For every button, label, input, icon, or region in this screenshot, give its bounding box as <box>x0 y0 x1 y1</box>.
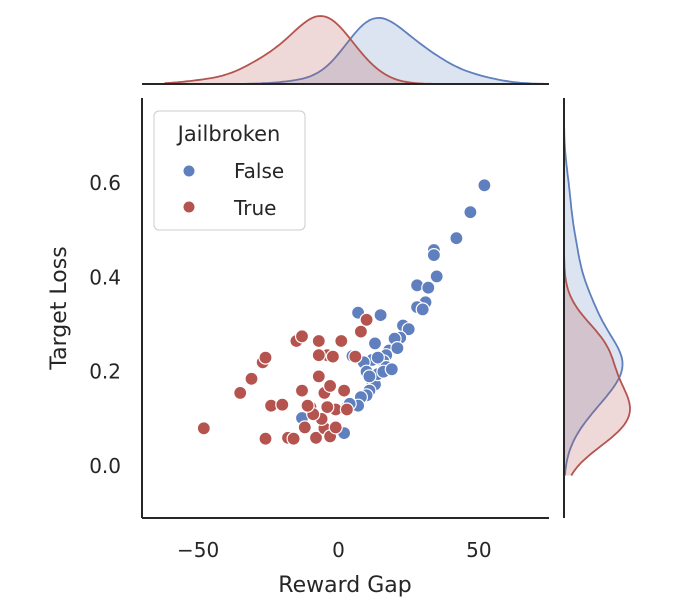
y-tick-label: 0.6 <box>89 171 121 195</box>
data-point-false <box>449 231 464 246</box>
data-point-true <box>337 383 352 398</box>
data-point-false <box>477 178 492 193</box>
data-point-true <box>353 324 368 339</box>
right-kde-fill-false <box>564 98 623 476</box>
x-tick-label: 50 <box>466 538 491 562</box>
data-point-true <box>258 431 273 446</box>
top-kde-fill-true <box>164 16 549 84</box>
top-marginal-kde <box>164 15 549 85</box>
data-point-true <box>311 369 326 384</box>
data-point-true <box>294 383 310 398</box>
data-point-true <box>300 398 315 413</box>
right-kde-fill-true <box>564 98 630 476</box>
data-point-false <box>373 308 388 323</box>
data-point-false <box>421 280 436 295</box>
data-point-true <box>244 371 259 386</box>
data-point-false <box>401 322 416 337</box>
data-point-true <box>323 378 338 393</box>
right-marginal-kde <box>563 98 631 476</box>
y-axis-title: Target Loss <box>47 246 72 370</box>
legend-title: Jailbroken <box>176 122 281 146</box>
legend-box <box>153 110 306 231</box>
legend-marker-false <box>182 164 196 178</box>
top-kde-fill-false <box>164 17 549 84</box>
data-point-false <box>429 269 444 284</box>
x-tick-labels: −50 0 50 <box>177 538 492 562</box>
scatter-points <box>196 178 492 446</box>
data-point-true <box>297 420 312 435</box>
y-tick-label: 0.2 <box>89 360 121 384</box>
data-point-true <box>334 333 349 349</box>
data-point-false <box>370 350 385 365</box>
x-axis-title: Reward Gap <box>278 573 411 598</box>
right-kde-line-false <box>563 98 624 476</box>
data-point-true <box>286 431 301 446</box>
data-point-false <box>463 205 478 220</box>
y-tick-label: 0.4 <box>89 265 121 289</box>
data-point-true <box>339 402 354 417</box>
y-tick-label: 0.0 <box>89 454 121 478</box>
data-point-true <box>359 312 374 327</box>
data-point-false <box>362 369 377 384</box>
data-point-true <box>294 329 310 344</box>
data-point-false <box>390 341 405 356</box>
data-point-true <box>275 397 290 412</box>
data-point-false <box>415 302 430 317</box>
x-tick-label: −50 <box>177 538 219 562</box>
y-tick-labels: 0.0 0.2 0.4 0.6 <box>89 171 121 478</box>
data-point-true <box>308 430 324 445</box>
data-point-true <box>325 349 340 364</box>
data-point-true <box>196 421 211 436</box>
data-point-true <box>348 349 363 364</box>
data-point-true <box>258 350 273 365</box>
legend-label-false: False <box>234 159 284 183</box>
data-point-false <box>367 336 383 351</box>
x-tick-label: 0 <box>332 538 345 562</box>
data-point-false <box>426 248 441 263</box>
data-point-true <box>233 385 248 400</box>
data-point-true <box>328 420 343 435</box>
legend-label-true: True <box>233 196 276 220</box>
data-point-true <box>320 400 335 415</box>
legend: Jailbroken False True <box>153 110 306 231</box>
data-point-true <box>311 333 326 349</box>
data-point-false <box>384 362 399 377</box>
data-point-true <box>311 348 326 363</box>
legend-marker-true <box>182 200 196 214</box>
